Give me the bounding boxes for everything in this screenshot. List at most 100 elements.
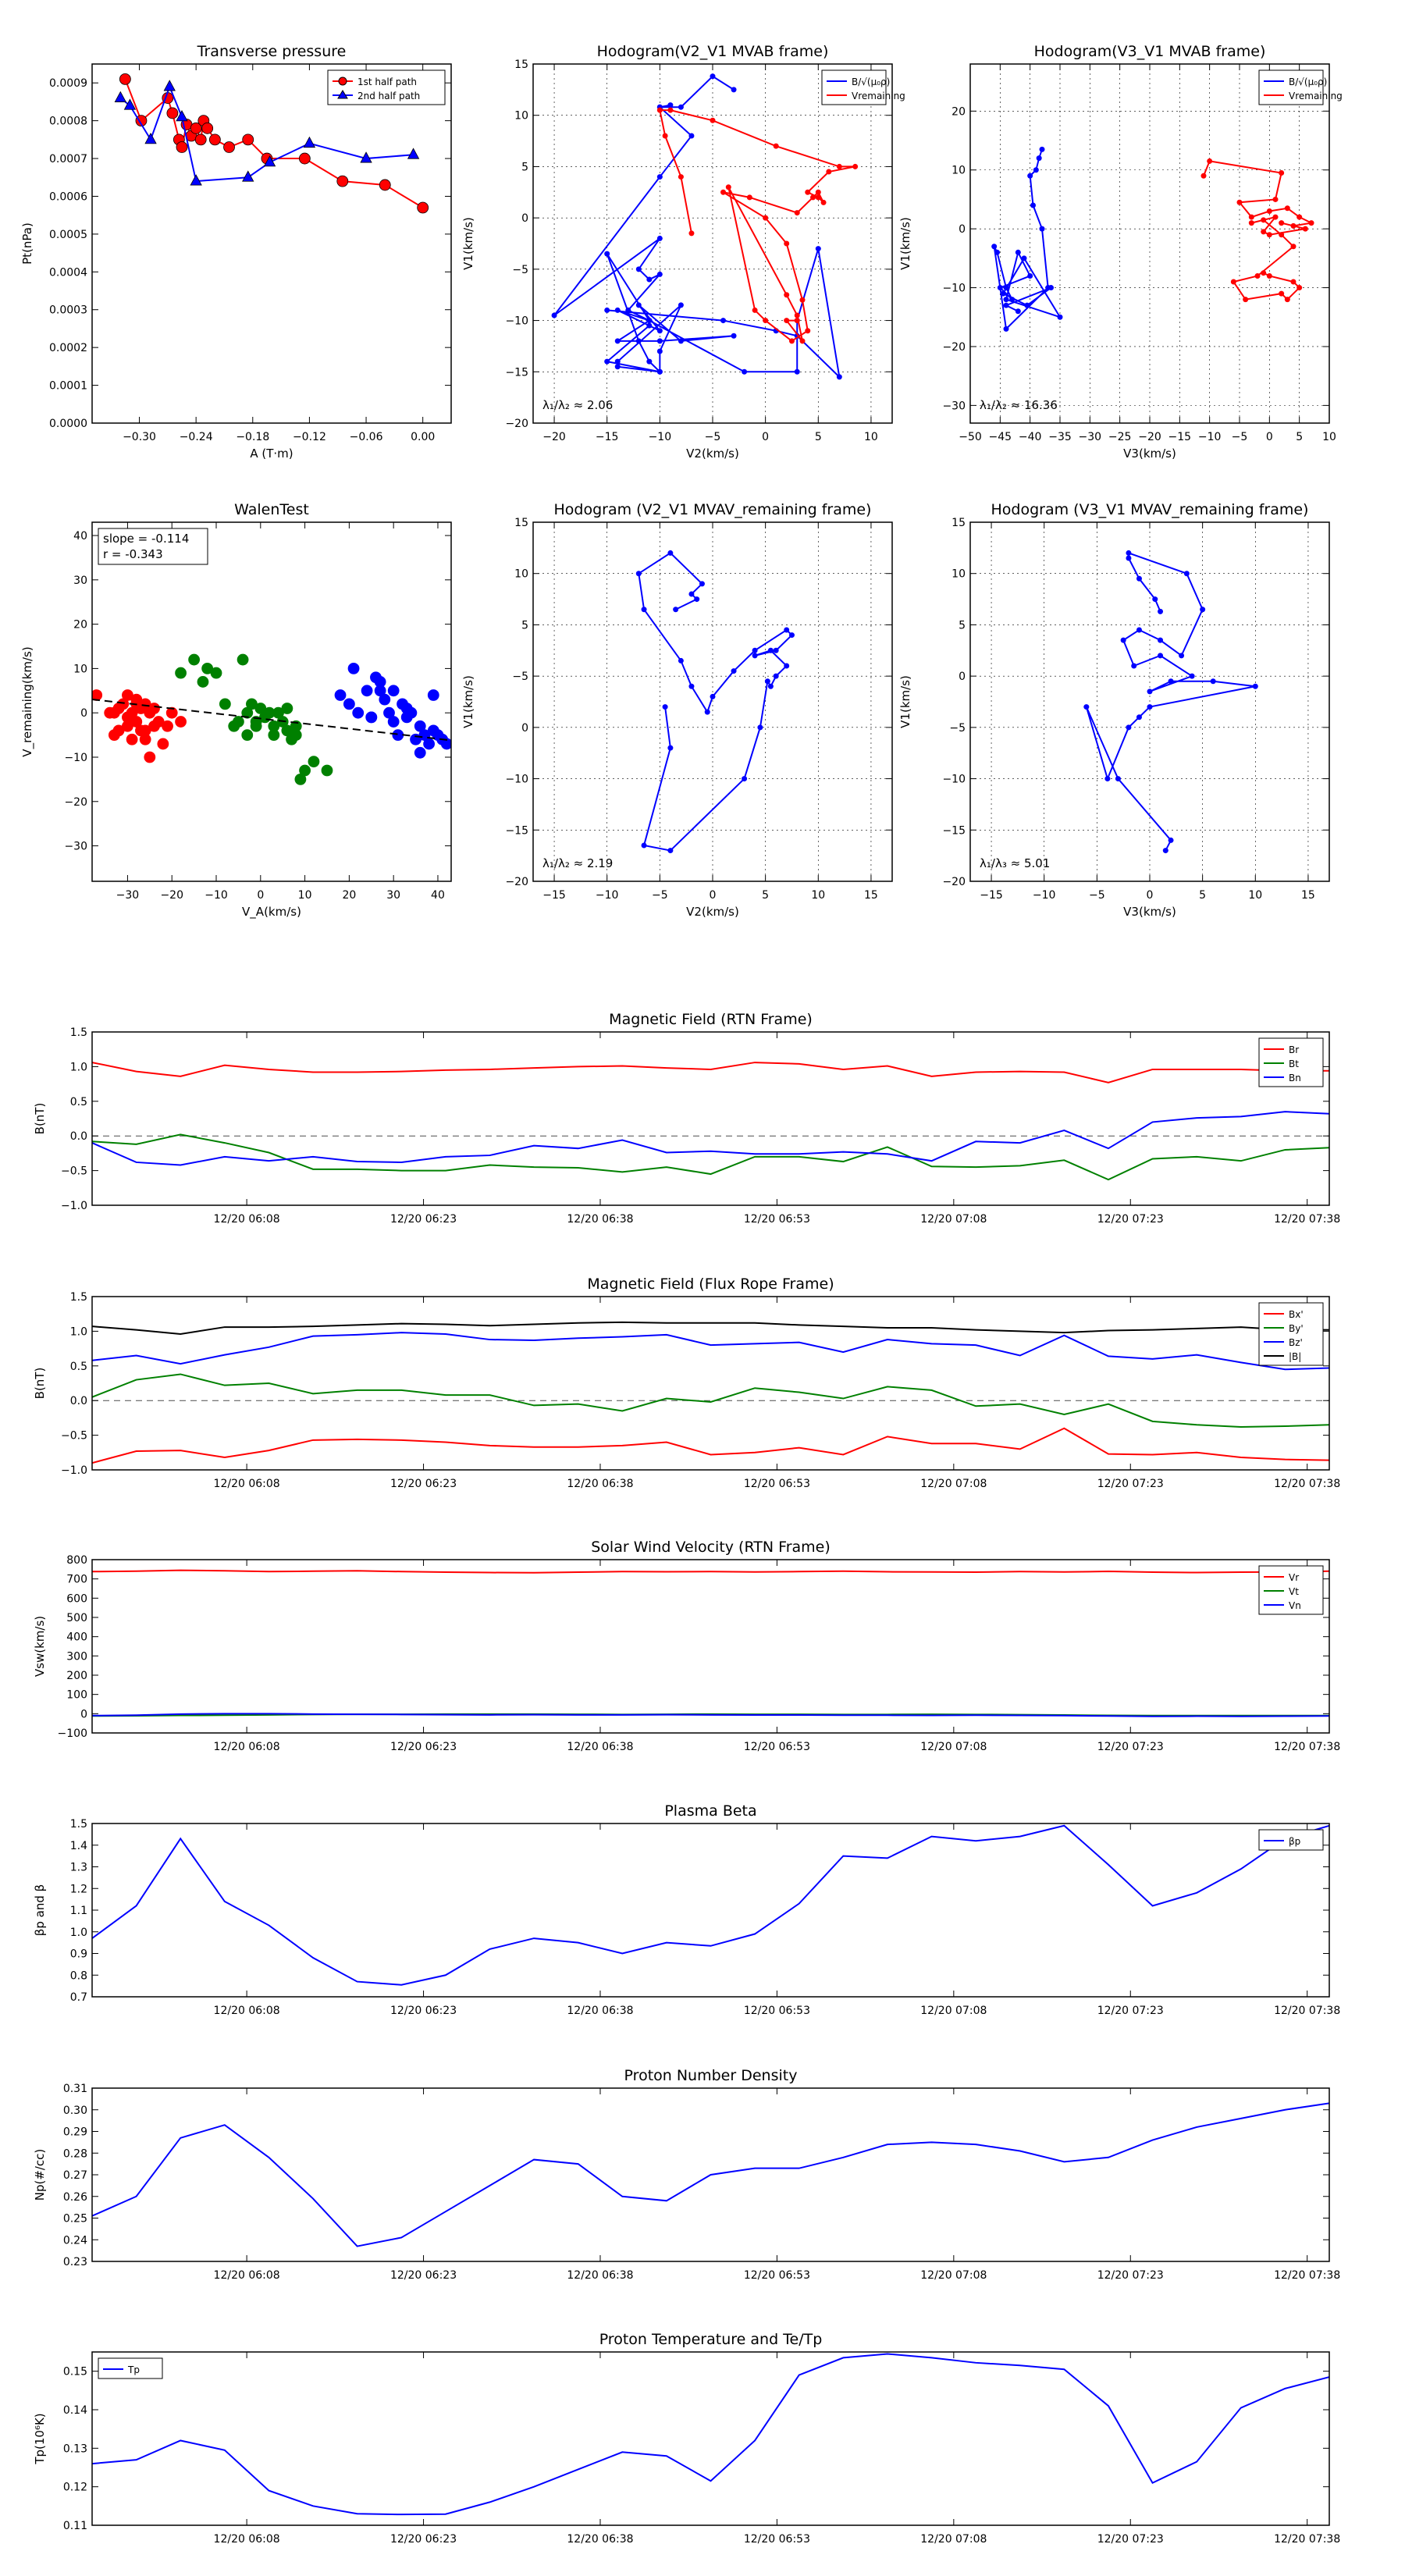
chart-title: Hodogram (V3_V1 MVAV_remaining frame) bbox=[991, 501, 1309, 518]
data-point bbox=[1015, 249, 1021, 255]
data-point bbox=[773, 673, 779, 679]
series-line bbox=[92, 1332, 1329, 1371]
x-tick-label: −45 bbox=[989, 431, 1012, 443]
y-tick-label: 0.28 bbox=[63, 2147, 87, 2160]
y-tick-label: −10 bbox=[942, 283, 966, 295]
y-tick-label: −5 bbox=[949, 722, 966, 735]
data-point bbox=[667, 102, 674, 109]
x-tick-label: 15 bbox=[1301, 889, 1315, 902]
data-point bbox=[223, 141, 235, 153]
data-point bbox=[656, 368, 663, 375]
data-point bbox=[242, 133, 254, 146]
chart-h21r: Hodogram (V2_V1 MVAV_remaining frame) −15… bbox=[461, 501, 893, 919]
chart-brtn: Magnetic Field (RTN Frame) 12/20 06:08 12/… bbox=[33, 1011, 1340, 1226]
series-line bbox=[92, 2102, 1329, 2247]
y-tick-label: 1.4 bbox=[70, 1840, 87, 1852]
series-line bbox=[92, 1373, 1329, 1428]
data-point bbox=[423, 738, 436, 750]
data-point bbox=[1003, 285, 1009, 291]
data-point bbox=[710, 73, 716, 80]
chart-title: Transverse pressure bbox=[197, 43, 347, 60]
data-point bbox=[997, 285, 1003, 291]
data-point bbox=[678, 338, 684, 344]
x-tick-label: 12/20 06:38 bbox=[567, 2005, 633, 2017]
x-tick-label: 12/20 06:53 bbox=[744, 1741, 810, 1753]
data-point bbox=[731, 333, 737, 339]
y-axis-label: B(nT) bbox=[33, 1103, 47, 1135]
plot-area bbox=[114, 73, 429, 214]
x-tick-label: 12/20 06:08 bbox=[214, 2533, 280, 2546]
y-tick-label: 0.27 bbox=[63, 2169, 87, 2182]
chart-title: Proton Number Density bbox=[624, 2067, 798, 2084]
legend-label: Vr bbox=[1289, 1572, 1299, 1583]
data-point bbox=[427, 689, 439, 701]
x-tick-label: 12/20 07:08 bbox=[920, 1741, 987, 1753]
data-point bbox=[1297, 285, 1303, 291]
data-point bbox=[763, 215, 769, 221]
x-tick-label: −20 bbox=[160, 889, 183, 902]
y-tick-label: 15 bbox=[951, 517, 966, 529]
data-point bbox=[1024, 302, 1030, 308]
series-line bbox=[92, 1321, 1329, 1335]
y-tick-label: −1.0 bbox=[61, 1200, 87, 1212]
data-point bbox=[1183, 571, 1190, 577]
plot-frame bbox=[91, 2351, 1330, 2526]
legend-label: Bz' bbox=[1289, 1337, 1303, 1348]
data-point bbox=[757, 724, 763, 731]
y-tick-label: 0 bbox=[80, 1708, 87, 1720]
data-point bbox=[1297, 214, 1303, 220]
data-point bbox=[440, 738, 451, 750]
legend-box bbox=[821, 69, 887, 105]
x-tick-label: 12/20 07:38 bbox=[1274, 1741, 1340, 1753]
y-tick-label: 10 bbox=[514, 568, 528, 581]
data-point bbox=[303, 136, 316, 148]
data-point bbox=[604, 358, 610, 365]
data-point bbox=[365, 711, 378, 724]
data-point bbox=[163, 80, 176, 91]
x-axis-label: V2(km/s) bbox=[686, 447, 739, 461]
data-point bbox=[799, 338, 806, 344]
data-point bbox=[635, 302, 642, 308]
data-point bbox=[1200, 607, 1206, 613]
data-point bbox=[334, 689, 347, 701]
data-point bbox=[646, 276, 653, 283]
x-tick-label: −10 bbox=[649, 431, 672, 443]
legend: Tp bbox=[98, 2357, 163, 2379]
x-tick-label: −10 bbox=[1198, 431, 1222, 443]
x-tick-label: 12/20 06:38 bbox=[567, 2269, 633, 2282]
data-point bbox=[201, 122, 214, 134]
data-point bbox=[1207, 158, 1213, 164]
data-point bbox=[135, 115, 148, 127]
y-tick-label: 0 bbox=[80, 707, 87, 720]
x-tick-label: 12/20 06:38 bbox=[567, 1213, 633, 1226]
x-tick-label: −35 bbox=[1048, 431, 1072, 443]
data-point bbox=[188, 653, 201, 666]
y-axis-label: V1(km/s) bbox=[461, 217, 475, 270]
data-point bbox=[298, 152, 311, 165]
x-tick-label: 12/20 07:08 bbox=[920, 2533, 987, 2546]
legend-label: B/√(μ₀ρ) bbox=[852, 76, 890, 87]
data-point bbox=[1033, 167, 1039, 173]
y-axis-label: V1(km/s) bbox=[461, 675, 475, 728]
data-point bbox=[1279, 290, 1285, 297]
y-tick-label: −20 bbox=[64, 796, 87, 809]
data-point bbox=[815, 189, 821, 195]
data-point bbox=[742, 368, 748, 375]
x-tick-label: 5 bbox=[1296, 431, 1303, 443]
data-point bbox=[1279, 232, 1285, 238]
data-point bbox=[1279, 170, 1285, 176]
x-tick-label: −40 bbox=[1019, 431, 1042, 443]
data-point bbox=[360, 151, 372, 163]
y-tick-label: 1.5 bbox=[70, 1818, 87, 1831]
data-point bbox=[694, 596, 700, 603]
series-line bbox=[92, 1569, 1329, 1574]
data-point bbox=[1000, 290, 1006, 297]
data-point bbox=[710, 693, 716, 699]
y-tick-label: −15 bbox=[942, 824, 966, 837]
x-tick-label: −10 bbox=[596, 889, 619, 902]
data-point bbox=[1152, 596, 1158, 603]
x-tick-label: 10 bbox=[864, 431, 878, 443]
y-tick-label: 0 bbox=[959, 671, 966, 683]
legend-label: Vn bbox=[1289, 1600, 1301, 1611]
